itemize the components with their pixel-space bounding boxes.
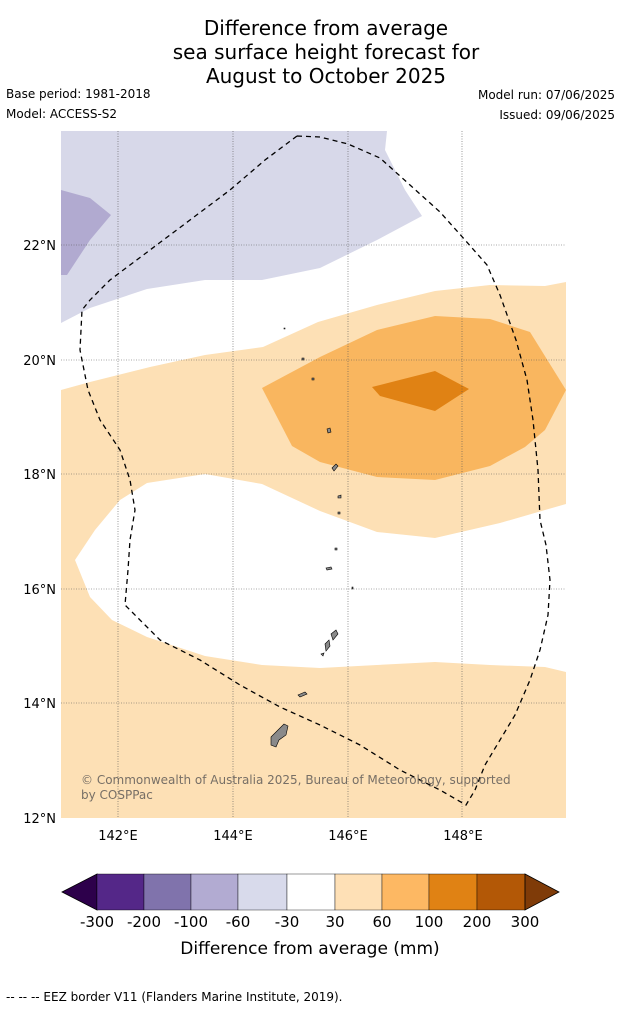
copyright-line-1: © Commonwealth of Australia 2025, Bureau… <box>81 773 511 787</box>
colorbar-title: Difference from average (mm) <box>180 939 439 959</box>
lon-label-148e: 148°E <box>443 829 483 844</box>
colorbar-label: 200 <box>463 913 492 931</box>
colorbar-label: 30 <box>325 913 344 931</box>
island-tinian <box>324 639 331 652</box>
colorbar-label: 60 <box>372 913 391 931</box>
colorbar-label: -100 <box>174 913 208 931</box>
contour-neg-30-60 <box>61 131 422 323</box>
colorbar-right-extension <box>524 873 560 911</box>
colorbar-label: -30 <box>275 913 300 931</box>
lat-label-22n: 22°N <box>23 239 56 254</box>
island-rota <box>297 691 308 698</box>
eez-border-line <box>79 135 551 806</box>
island-group <box>270 327 354 748</box>
issued-text: Issued: 09/06/2025 <box>499 108 615 122</box>
island-agrihan <box>326 427 332 434</box>
lat-label-18n: 18°N <box>23 468 56 483</box>
colorbar-label: -200 <box>127 913 161 931</box>
model-run-text: Model run: 07/06/2025 <box>477 88 615 102</box>
base-period-text: Base period: 1981-2018 <box>6 87 151 101</box>
colorbar-label: 100 <box>415 913 444 931</box>
colorbar-segment <box>96 873 145 911</box>
colorbar-segment <box>237 873 288 911</box>
colorbar-segment <box>190 873 239 911</box>
colorbar-left-extension <box>61 873 98 911</box>
island-farallon-de-pajaros <box>283 327 286 330</box>
colorbar-label: 300 <box>511 913 540 931</box>
colorbar: -300 -200 -100 -60 -30 30 60 100 200 300… <box>61 873 560 959</box>
island-anatahan <box>325 566 333 571</box>
island-farallon-de-medinilla <box>351 586 354 590</box>
island-sarigan <box>334 547 338 551</box>
copyright-line-2: by COSPPac <box>81 788 153 802</box>
island-guam <box>270 723 289 748</box>
island-alamagan <box>337 494 342 499</box>
title-line-2: sea surface height forecast for <box>172 40 480 64</box>
lat-label-16n: 16°N <box>23 583 56 598</box>
map-area: © Commonwealth of Australia 2025, Bureau… <box>61 131 566 818</box>
island-asuncion <box>311 377 315 381</box>
colorbar-segment <box>334 873 383 911</box>
colorbar-segment <box>143 873 192 911</box>
lat-label-12n: 12°N <box>23 812 56 827</box>
lat-label-14n: 14°N <box>23 697 56 712</box>
title-line-3: August to October 2025 <box>205 64 447 88</box>
chart-title: Difference from average sea surface heig… <box>0 16 621 88</box>
model-text: Model: ACCESS-S2 <box>6 107 118 121</box>
longitude-labels: 142°E 144°E 146°E 148°E <box>98 829 483 844</box>
colorbar-segment <box>476 873 526 911</box>
gridlines <box>61 131 566 818</box>
island-guguan <box>337 511 341 515</box>
island-maug <box>301 357 305 361</box>
title-line-1: Difference from average <box>203 16 449 40</box>
latitude-labels: 22°N 20°N 18°N 16°N 14°N 12°N <box>23 239 56 827</box>
lat-label-20n: 20°N <box>23 354 56 369</box>
island-saipan <box>330 629 339 641</box>
lon-label-146e: 146°E <box>328 829 368 844</box>
colorbar-segment <box>286 873 336 911</box>
eez-footnote: -- -- -- EEZ border V11 (Flanders Marine… <box>6 990 343 1004</box>
island-pagan <box>331 463 339 472</box>
contour-neg-60-100 <box>61 190 111 275</box>
colorbar-label: -300 <box>80 913 114 931</box>
colorbar-label: -60 <box>226 913 251 931</box>
lon-label-144e: 144°E <box>213 829 253 844</box>
lon-label-142e: 142°E <box>98 829 138 844</box>
colorbar-segment <box>428 873 478 911</box>
colorbar-segment <box>381 873 430 911</box>
island-aguijan <box>320 652 325 657</box>
contour-pos-100-200 <box>372 371 469 411</box>
